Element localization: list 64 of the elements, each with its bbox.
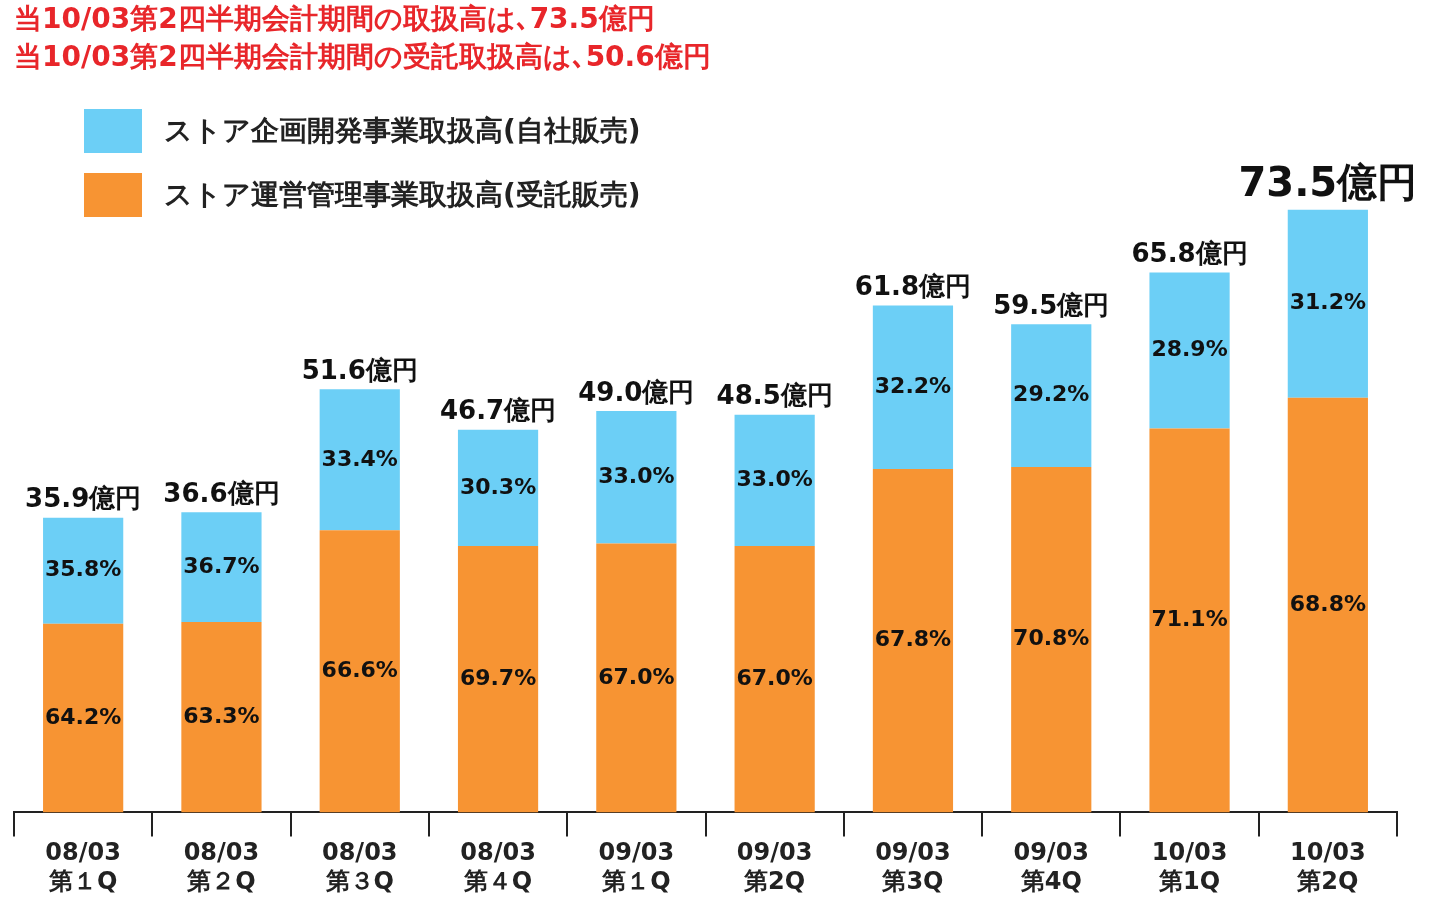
bar	[596, 411, 677, 544]
bar	[734, 414, 815, 547]
annotation: 32.2%	[874, 372, 952, 398]
annotation: 33.0%	[736, 466, 813, 492]
bar	[181, 621, 262, 813]
annotation: 67.8%	[874, 626, 952, 652]
annotation: 73.5億円	[1238, 159, 1418, 206]
annotation: 49.0億円	[578, 376, 695, 407]
annotation: 51.6億円	[301, 355, 418, 386]
bar	[43, 517, 124, 624]
x-tick-label: 10/03 第1Q	[1151, 838, 1228, 895]
annotation: 31.2%	[1289, 289, 1367, 315]
annotation: 68.8%	[1289, 590, 1367, 616]
bar	[1149, 428, 1230, 813]
annotation: 59.5億円	[993, 289, 1110, 320]
annotation: 35.9億円	[25, 483, 142, 514]
x-tick-label: 08/03 第２Q	[183, 838, 260, 895]
x-tick-label: 08/03 第３Q	[321, 838, 398, 895]
x-tick-label: 10/03 第2Q	[1290, 838, 1366, 895]
annotation: 70.8%	[1013, 625, 1090, 651]
annotation: 33.4%	[321, 445, 398, 471]
annotation: 67.0%	[598, 663, 675, 689]
chart-title: 当10/03第2四半期会計期間の取扱高は､73.5億円	[14, 2, 655, 36]
annotation: 71.1%	[1151, 606, 1228, 632]
x-tick-label: 09/03 第2Q	[736, 838, 813, 895]
x-tick-label: 09/03 第4Q	[1013, 838, 1090, 895]
annotation: 66.6%	[321, 657, 398, 683]
bar	[734, 546, 815, 813]
bar	[457, 429, 539, 547]
annotation: 61.8億円	[854, 271, 972, 302]
annotation: 36.6億円	[163, 478, 280, 509]
annotation: 35.8%	[44, 556, 122, 582]
bar	[457, 546, 539, 813]
bar	[319, 530, 400, 813]
x-tick-label: 09/03 第3Q	[875, 838, 951, 895]
annotation: 69.7%	[459, 664, 537, 690]
annotation: 46.7億円	[439, 395, 557, 426]
chart-subtitle: 当10/03第2四半期会計期間の受託取扱高は､50.6億円	[14, 39, 711, 73]
annotation: 33.0%	[598, 463, 675, 489]
x-tick-label: 09/03 第１Q	[598, 838, 675, 895]
annotation: 28.9%	[1151, 336, 1228, 362]
annotation: 29.2%	[1013, 381, 1090, 407]
bar	[1149, 272, 1230, 429]
bar	[319, 389, 400, 531]
bar	[1287, 209, 1368, 398]
bar	[1287, 397, 1368, 813]
bar	[872, 468, 954, 813]
bar	[43, 623, 124, 813]
annotation: 48.5億円	[716, 380, 833, 411]
legend-label: ストア運営管理事業取扱高(受託販売)	[164, 177, 641, 214]
legend-label: ストア企画開発事業取扱高(自社販売)	[164, 113, 641, 150]
annotation: 65.8億円	[1131, 238, 1248, 269]
bar	[596, 543, 677, 813]
annotation: 36.7%	[183, 552, 260, 578]
annotation: 30.3%	[459, 473, 537, 499]
bar	[1011, 467, 1092, 813]
annotation: 63.3%	[183, 702, 260, 728]
annotation: 67.0%	[736, 664, 813, 690]
bar	[872, 305, 954, 469]
annotation: 64.2%	[44, 703, 122, 729]
bar	[1011, 324, 1092, 468]
x-tick-label: 08/03 第４Q	[460, 838, 536, 895]
bar	[181, 512, 262, 622]
x-tick-label: 08/03 第１Q	[45, 838, 121, 895]
